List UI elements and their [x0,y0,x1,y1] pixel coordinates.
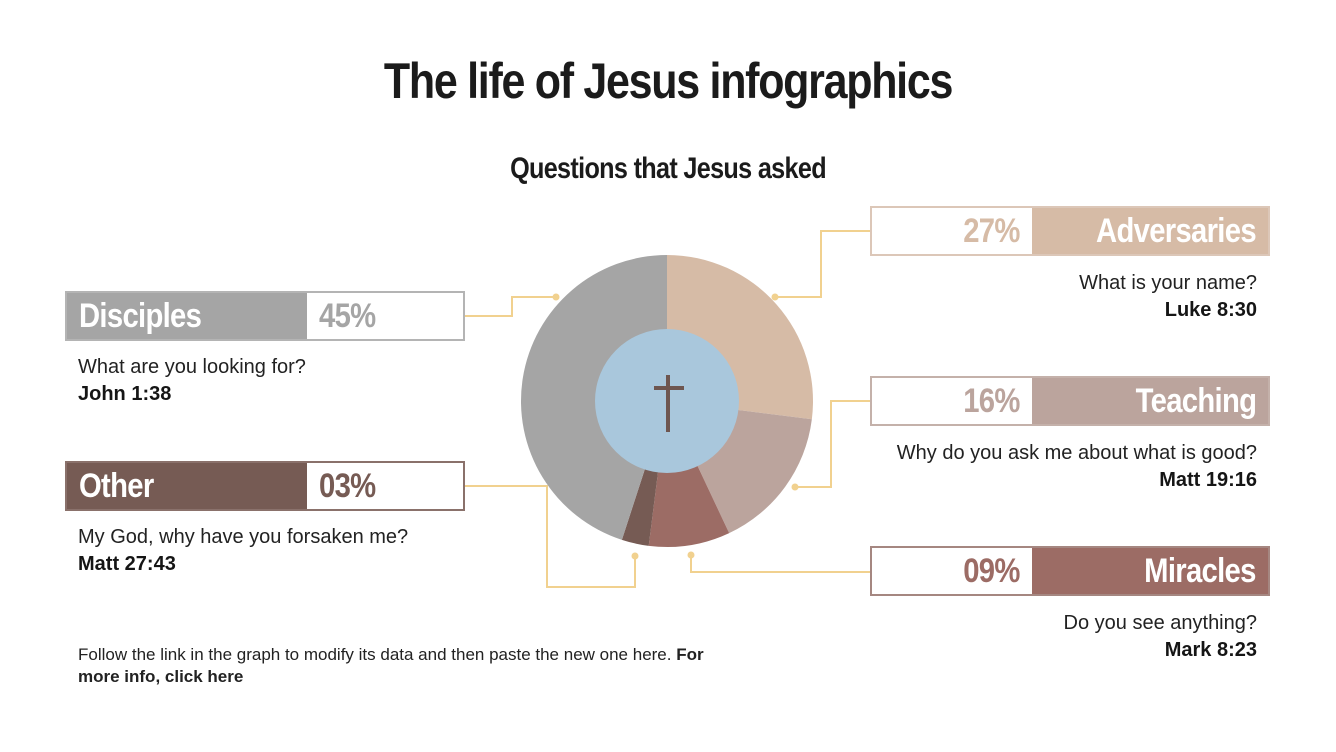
pie-slice-disciples[interactable] [521,255,667,540]
footer-note: Follow the link in the graph to modify i… [78,644,718,688]
chart-subtitle: Questions that Jesus asked [510,152,827,185]
category-percent-miracles: 09% [872,548,1032,594]
more-info-link[interactable]: For more info, click here [78,645,704,686]
connector-teaching [795,400,870,488]
connector-other [465,485,636,588]
percent-text: 45% [319,296,376,335]
category-percent-other: 03% [307,463,463,509]
reference-text: Matt 19:16 [1159,469,1257,491]
category-label-teaching: Teaching [1032,378,1268,424]
connector-miracles [690,555,870,573]
percent-text: 16% [963,381,1021,420]
category-box-disciples[interactable]: Disciples 45% [65,291,465,341]
label-text: Disciples [79,296,202,335]
percent-text: 09% [963,551,1021,590]
description-disciples: What are you looking for? John 1:38 [78,354,306,408]
question-text: What are you looking for? [78,356,306,378]
category-percent-teaching: 16% [872,378,1032,424]
question-text: My God, why have you forsaken me? [78,526,409,548]
description-miracles: Do you see anything? Mark 8:23 [860,610,1257,664]
category-percent-disciples: 45% [307,293,463,339]
category-label-adversaries: Adversaries [1032,208,1268,254]
footer-text: Follow the link in the graph to modify i… [78,645,677,664]
label-text: Other [79,466,154,505]
connector-lines [465,230,870,588]
category-box-miracles[interactable]: 09% Miracles [870,546,1270,596]
description-teaching: Why do you ask me about what is good? Ma… [840,440,1257,494]
question-text: What is your name? [1079,272,1257,294]
percent-text: 27% [963,211,1021,250]
category-box-other[interactable]: Other 03% [65,461,465,511]
percent-text: 03% [319,466,376,505]
page-title: The life of Jesus infographics [383,53,953,109]
label-text: Adversaries [1096,211,1257,250]
category-percent-adversaries: 27% [872,208,1032,254]
category-box-teaching[interactable]: 16% Teaching [870,376,1270,426]
connector-disciples [465,296,556,317]
reference-text: John 1:38 [78,383,172,405]
category-label-disciples: Disciples [67,293,307,339]
reference-text: Luke 8:30 [1164,299,1257,321]
description-adversaries: What is your name? Luke 8:30 [860,270,1257,324]
question-text: Do you see anything? [1063,612,1257,634]
description-other: My God, why have you forsaken me? Matt 2… [78,524,408,578]
cross-icon [654,375,684,432]
connector-dots [552,293,799,560]
label-text: Teaching [1135,381,1256,420]
category-label-miracles: Miracles [1032,548,1268,594]
category-label-other: Other [67,463,307,509]
connector-adversaries [775,230,870,298]
reference-text: Matt 27:43 [78,553,176,575]
category-box-adversaries[interactable]: 27% Adversaries [870,206,1270,256]
label-text: Miracles [1144,551,1256,590]
question-text: Why do you ask me about what is good? [896,442,1257,464]
reference-text: Mark 8:23 [1164,639,1257,661]
